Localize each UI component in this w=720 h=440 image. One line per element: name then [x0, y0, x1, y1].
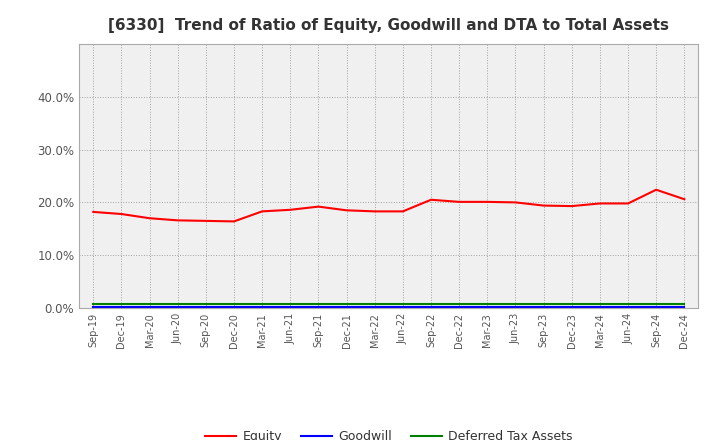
Deferred Tax Assets	[680, 302, 688, 307]
Goodwill	[511, 305, 520, 310]
Goodwill	[567, 305, 576, 310]
Equity	[230, 219, 238, 224]
Goodwill	[258, 305, 266, 310]
Deferred Tax Assets	[511, 302, 520, 307]
Equity	[399, 209, 408, 214]
Deferred Tax Assets	[624, 302, 632, 307]
Deferred Tax Assets	[595, 302, 604, 307]
Deferred Tax Assets	[314, 302, 323, 307]
Deferred Tax Assets	[567, 302, 576, 307]
Goodwill	[539, 305, 548, 310]
Equity	[370, 209, 379, 214]
Equity	[483, 199, 492, 205]
Equity	[314, 204, 323, 209]
Goodwill	[117, 305, 126, 310]
Line: Equity: Equity	[94, 190, 684, 221]
Equity	[595, 201, 604, 206]
Goodwill	[399, 305, 408, 310]
Equity	[89, 209, 98, 215]
Goodwill	[483, 305, 492, 310]
Equity	[567, 203, 576, 209]
Equity	[202, 218, 210, 224]
Equity	[342, 208, 351, 213]
Deferred Tax Assets	[652, 302, 660, 307]
Goodwill	[286, 305, 294, 310]
Goodwill	[145, 305, 154, 310]
Goodwill	[652, 305, 660, 310]
Goodwill	[89, 305, 98, 310]
Goodwill	[680, 305, 688, 310]
Deferred Tax Assets	[370, 302, 379, 307]
Deferred Tax Assets	[399, 302, 408, 307]
Deferred Tax Assets	[342, 302, 351, 307]
Equity	[624, 201, 632, 206]
Goodwill	[174, 305, 182, 310]
Deferred Tax Assets	[483, 302, 492, 307]
Deferred Tax Assets	[202, 302, 210, 307]
Equity	[286, 207, 294, 213]
Equity	[511, 200, 520, 205]
Deferred Tax Assets	[174, 302, 182, 307]
Goodwill	[202, 305, 210, 310]
Title: [6330]  Trend of Ratio of Equity, Goodwill and DTA to Total Assets: [6330] Trend of Ratio of Equity, Goodwil…	[108, 18, 670, 33]
Equity	[174, 218, 182, 223]
Equity	[539, 203, 548, 208]
Deferred Tax Assets	[145, 302, 154, 307]
Deferred Tax Assets	[427, 302, 436, 307]
Deferred Tax Assets	[258, 302, 266, 307]
Goodwill	[624, 305, 632, 310]
Goodwill	[370, 305, 379, 310]
Goodwill	[230, 305, 238, 310]
Deferred Tax Assets	[89, 302, 98, 307]
Deferred Tax Assets	[230, 302, 238, 307]
Deferred Tax Assets	[286, 302, 294, 307]
Equity	[680, 197, 688, 202]
Equity	[258, 209, 266, 214]
Equity	[145, 216, 154, 221]
Goodwill	[342, 305, 351, 310]
Deferred Tax Assets	[539, 302, 548, 307]
Goodwill	[314, 305, 323, 310]
Equity	[455, 199, 464, 205]
Goodwill	[455, 305, 464, 310]
Goodwill	[427, 305, 436, 310]
Equity	[427, 197, 436, 202]
Deferred Tax Assets	[455, 302, 464, 307]
Goodwill	[595, 305, 604, 310]
Equity	[652, 187, 660, 192]
Equity	[117, 211, 126, 216]
Deferred Tax Assets	[117, 302, 126, 307]
Legend: Equity, Goodwill, Deferred Tax Assets: Equity, Goodwill, Deferred Tax Assets	[200, 425, 577, 440]
